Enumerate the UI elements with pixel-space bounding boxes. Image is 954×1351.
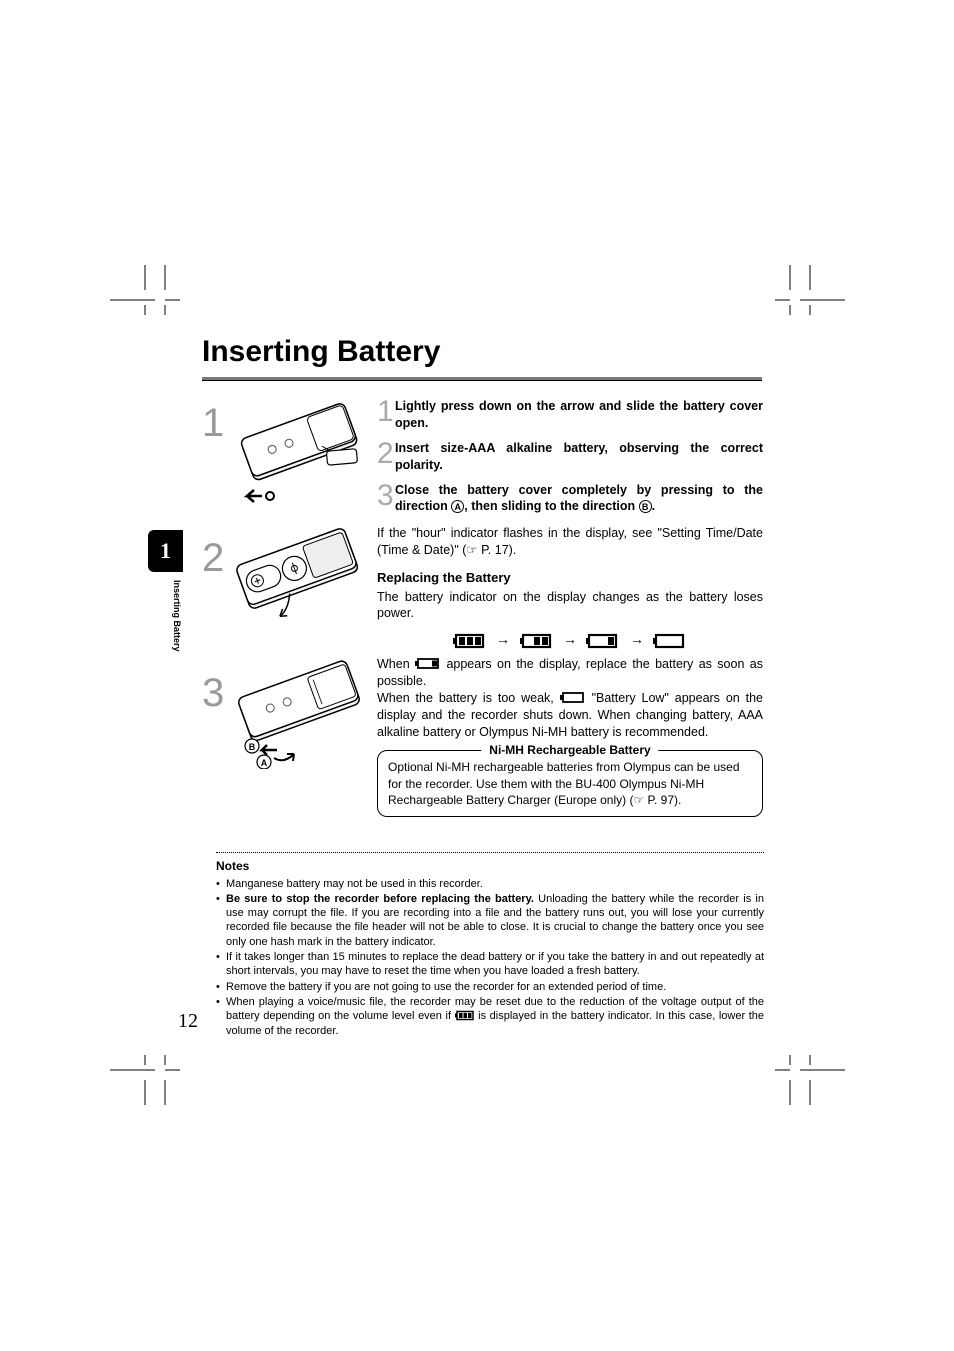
device-figure-1 xyxy=(222,396,367,506)
page-number: 12 xyxy=(178,1010,198,1033)
step3-post: . xyxy=(652,499,655,513)
page-title: Inserting Battery xyxy=(202,335,440,369)
after-post: ). xyxy=(509,543,517,557)
battery-icon-empty xyxy=(653,632,687,650)
note-item: Be sure to stop the recorder before repl… xyxy=(216,892,764,949)
battery-icon-full xyxy=(453,632,487,650)
after-pre: If the "hour" indicator flashes in the d… xyxy=(377,526,763,557)
arrow-icon: → xyxy=(630,630,644,649)
figure-num-3: 3 xyxy=(202,671,224,716)
notes-head: Notes xyxy=(216,859,764,875)
callout-title: Ni-MH Rechargeable Battery xyxy=(481,742,658,758)
callout-body: Optional Ni-MH rechargeable batteries fr… xyxy=(377,750,763,817)
figure-num-1: 1 xyxy=(202,401,224,446)
p2-pre: When the battery is too weak, xyxy=(377,691,560,705)
step-num-3: 3 xyxy=(377,482,395,516)
battery-icon-1-inline xyxy=(415,657,441,670)
step-text-1: Lightly press down on the arrow and slid… xyxy=(395,398,763,432)
instructions-column: 1 Lightly press down on the arrow and sl… xyxy=(377,398,763,817)
note-item: Remove the battery if you are not going … xyxy=(216,980,764,994)
svg-text:B: B xyxy=(249,742,256,752)
circle-a: A xyxy=(451,500,464,513)
step-3: 3 Close the battery cover completely by … xyxy=(377,482,763,516)
chapter-tab: 1 xyxy=(148,530,183,572)
replace-p1: When appears on the display, replace the… xyxy=(377,656,763,690)
step-text-2: Insert size-AAA alkaline battery, observ… xyxy=(395,440,763,474)
replace-p2: When the battery is too weak, "Battery L… xyxy=(377,690,763,741)
circle-b: B xyxy=(639,500,652,513)
cropmark-tl xyxy=(110,265,180,315)
callout-post: ). xyxy=(674,793,681,807)
title-rule xyxy=(202,377,762,381)
note-item: When playing a voice/music file, the rec… xyxy=(216,995,764,1038)
note-bold: Be sure to stop the recorder before repl… xyxy=(226,893,534,905)
battery-icon-1 xyxy=(586,632,620,650)
svg-text:A: A xyxy=(261,758,268,768)
p1-pre: When xyxy=(377,657,415,671)
nimh-callout: Ni-MH Rechargeable Battery Optional Ni-M… xyxy=(377,750,763,817)
note-item: Manganese battery may not be used in thi… xyxy=(216,877,764,891)
battery-icon-2 xyxy=(520,632,554,650)
after-ref: ☞ P. 17 xyxy=(466,543,508,557)
cropmark-tr xyxy=(775,265,845,315)
battery-icon-full-small xyxy=(455,1010,475,1021)
battery-icon-empty-inline xyxy=(560,691,586,704)
step-2: 2 Insert size-AAA alkaline battery, obse… xyxy=(377,440,763,474)
step3-mid: , then sliding to the direction xyxy=(464,499,638,513)
step-num-1: 1 xyxy=(377,398,395,432)
side-label: Inserting Battery xyxy=(172,580,182,652)
battery-level-row: → → → xyxy=(377,630,763,650)
step-num-2: 2 xyxy=(377,440,395,474)
step-1: 1 Lightly press down on the arrow and sl… xyxy=(377,398,763,432)
callout-pre: Optional Ni-MH rechargeable batteries fr… xyxy=(388,760,740,806)
after-steps-para: If the "hour" indicator flashes in the d… xyxy=(377,525,763,559)
replace-intro: The battery indicator on the display cha… xyxy=(377,589,763,623)
notes-section: Notes Manganese battery may not be used … xyxy=(216,852,764,1039)
step-text-3: Close the battery cover completely by pr… xyxy=(395,482,763,516)
cropmark-br xyxy=(775,1055,845,1105)
device-figure-2 xyxy=(222,521,367,631)
arrow-icon: → xyxy=(496,630,510,649)
callout-ref: ☞ P. 97 xyxy=(633,793,674,807)
replace-head: Replacing the Battery xyxy=(377,569,763,587)
notes-list: Manganese battery may not be used in thi… xyxy=(216,877,764,1038)
device-figure-3: B A xyxy=(222,654,367,769)
cropmark-bl xyxy=(110,1055,180,1105)
figure-num-2: 2 xyxy=(202,536,224,581)
note-item: If it takes longer than 15 minutes to re… xyxy=(216,950,764,979)
dotted-rule xyxy=(216,852,764,853)
arrow-icon: → xyxy=(563,630,577,649)
